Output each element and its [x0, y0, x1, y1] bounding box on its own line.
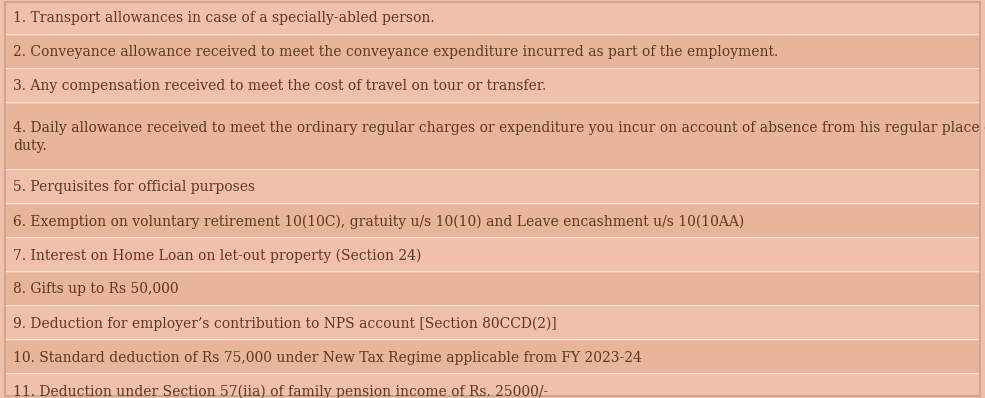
Bar: [5, 237, 980, 238]
Bar: [5, 36, 980, 69]
Bar: [5, 375, 980, 398]
Bar: [5, 271, 980, 272]
Bar: [5, 307, 980, 340]
Text: 1. Transport allowances in case of a specially-abled person.: 1. Transport allowances in case of a spe…: [13, 12, 434, 25]
Bar: [5, 339, 980, 340]
Bar: [5, 102, 980, 103]
Bar: [5, 104, 980, 170]
Bar: [5, 171, 980, 204]
Bar: [5, 2, 980, 35]
Bar: [5, 205, 980, 238]
Text: 10. Standard deduction of Rs 75,000 under New Tax Regime applicable from FY 2023: 10. Standard deduction of Rs 75,000 unde…: [13, 351, 641, 365]
Bar: [5, 305, 980, 306]
Text: 4. Daily allowance received to meet the ordinary regular charges or expenditure : 4. Daily allowance received to meet the …: [13, 121, 985, 153]
Text: 2. Conveyance allowance received to meet the conveyance expenditure incurred as : 2. Conveyance allowance received to meet…: [13, 45, 778, 59]
Text: 8. Gifts up to Rs 50,000: 8. Gifts up to Rs 50,000: [13, 283, 178, 297]
Text: 11. Deduction under Section 57(iia) of family pension income of Rs. 25000/-: 11. Deduction under Section 57(iia) of f…: [13, 384, 548, 398]
Bar: [5, 203, 980, 204]
Bar: [5, 70, 980, 103]
Bar: [5, 33, 980, 35]
Bar: [5, 341, 980, 374]
Bar: [5, 373, 980, 374]
Bar: [5, 68, 980, 69]
Text: 3. Any compensation received to meet the cost of travel on tour or transfer.: 3. Any compensation received to meet the…: [13, 80, 546, 94]
Bar: [5, 273, 980, 306]
Text: 5. Perquisites for official purposes: 5. Perquisites for official purposes: [13, 180, 255, 194]
Text: 7. Interest on Home Loan on let-out property (Section 24): 7. Interest on Home Loan on let-out prop…: [13, 248, 422, 263]
Text: 6. Exemption on voluntary retirement 10(10C), gratuity u/s 10(10) and Leave enca: 6. Exemption on voluntary retirement 10(…: [13, 214, 744, 228]
Bar: [5, 169, 980, 170]
Bar: [5, 239, 980, 272]
Text: 9. Deduction for employer’s contribution to NPS account [Section 80CCD(2)]: 9. Deduction for employer’s contribution…: [13, 316, 557, 331]
